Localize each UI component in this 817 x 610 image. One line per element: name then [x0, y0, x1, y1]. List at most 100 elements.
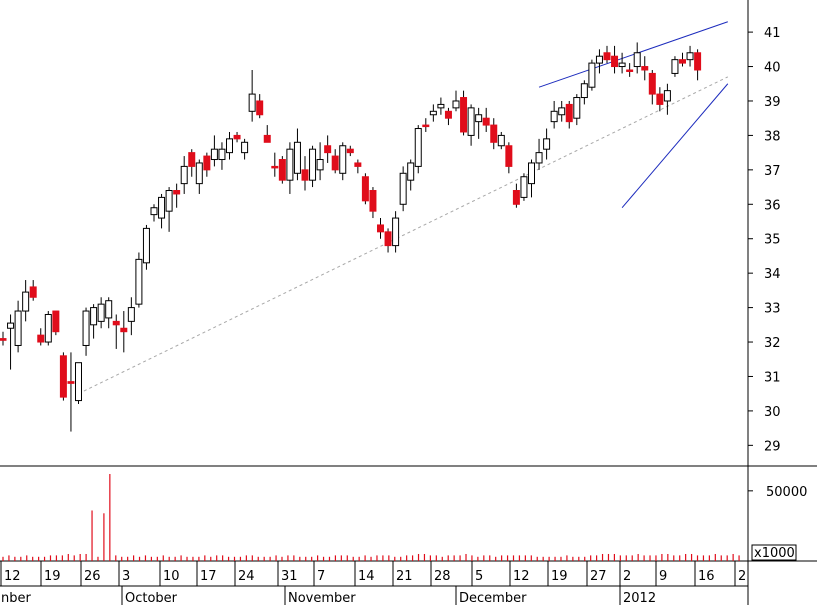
candle-body: [588, 62, 596, 88]
volume-bars: [2, 474, 740, 561]
candle-body: [618, 62, 626, 68]
candle-body: [354, 162, 362, 167]
candle-body: [195, 162, 203, 185]
candle-body: [535, 152, 543, 164]
candle-body: [158, 196, 166, 219]
price-tick-label: 37: [764, 164, 781, 179]
price-tick-label: 34: [764, 267, 781, 282]
candle-body: [331, 155, 339, 171]
month-label: November: [288, 591, 356, 605]
day-label: 27: [590, 569, 607, 584]
candle-body: [52, 310, 60, 333]
candle-body: [173, 190, 181, 195]
price-tick-label: 30: [764, 405, 781, 420]
candle-body: [565, 103, 573, 123]
candle-body: [422, 124, 430, 128]
candle-body: [573, 97, 581, 119]
month-label: October: [125, 591, 178, 605]
candle-body: [248, 93, 256, 112]
day-label: 14: [358, 569, 375, 584]
candle-body: [399, 172, 407, 205]
candle-body: [482, 117, 490, 126]
candle-body: [694, 52, 702, 71]
candle-body: [7, 322, 15, 329]
day-label: 26: [84, 569, 101, 584]
candle-body: [460, 97, 468, 133]
candle-body: [444, 110, 452, 119]
candle-body: [656, 93, 664, 105]
candle-body: [505, 145, 513, 167]
candle-body: [309, 148, 317, 181]
candle-body: [29, 286, 37, 298]
candle-body: [226, 138, 233, 154]
candle-body: [611, 55, 619, 68]
day-label: 9: [659, 569, 667, 584]
candle-body: [105, 300, 113, 319]
candle-body: [369, 190, 377, 212]
candle-body: [120, 327, 128, 333]
candle-body: [346, 148, 354, 154]
candle-body: [648, 72, 656, 95]
candle-body: [475, 114, 483, 123]
candle-body: [263, 134, 271, 143]
candle-body: [452, 100, 460, 109]
trendline: [78, 76, 729, 395]
price-tick-label: 40: [764, 61, 781, 76]
candle-body: [520, 176, 528, 198]
price-tick-label: 41: [764, 26, 781, 41]
month-label: nber: [1, 591, 31, 605]
candle-body: [633, 52, 641, 68]
candle-body: [82, 310, 90, 346]
candle-body: [392, 217, 400, 247]
day-label: 5: [475, 569, 483, 584]
candle-body: [59, 355, 67, 398]
candle-body: [467, 107, 475, 136]
candle-body: [127, 307, 135, 322]
candle-body: [641, 66, 649, 71]
candle-body: [210, 148, 218, 161]
candle-body: [595, 55, 603, 64]
candle-body: [90, 307, 98, 326]
candle-body: [429, 110, 437, 116]
candle-body: [543, 138, 551, 150]
candle-body: [603, 52, 611, 61]
day-label: 19: [44, 569, 61, 584]
candle-body: [407, 162, 415, 181]
price-tick-label: 31: [764, 370, 781, 385]
day-label: 12: [513, 569, 530, 584]
candle-body: [686, 52, 694, 61]
price-tick-label: 32: [764, 336, 781, 351]
day-label: 10: [163, 569, 180, 584]
candle-body: [37, 334, 45, 343]
candle-body: [558, 107, 566, 116]
month-label: 2012: [623, 591, 656, 605]
day-label: 17: [200, 569, 217, 584]
candle-body: [75, 362, 82, 402]
candle-body: [316, 159, 324, 171]
day-label: 12: [4, 569, 21, 584]
candle-body: [679, 59, 686, 64]
candle-body: [241, 141, 249, 154]
candle-body: [324, 145, 332, 154]
candle-body: [361, 176, 369, 202]
candle-body: [384, 231, 392, 247]
candle-body: [0, 338, 7, 341]
candle-body: [165, 190, 173, 212]
candle-body: [135, 258, 143, 305]
volume-multiplier-box: [751, 544, 797, 561]
price-tick-label: 35: [764, 233, 781, 248]
candle-body: [67, 381, 75, 384]
day-label: 16: [698, 569, 715, 584]
candle-body: [203, 155, 211, 171]
candle-body: [490, 124, 498, 143]
day-label: 21: [396, 569, 413, 584]
candle-body: [142, 227, 150, 264]
candle-body: [188, 152, 196, 167]
candle-body: [528, 162, 535, 185]
candle-body: [44, 313, 52, 343]
candle-body: [293, 141, 301, 174]
candle-body: [339, 145, 347, 174]
